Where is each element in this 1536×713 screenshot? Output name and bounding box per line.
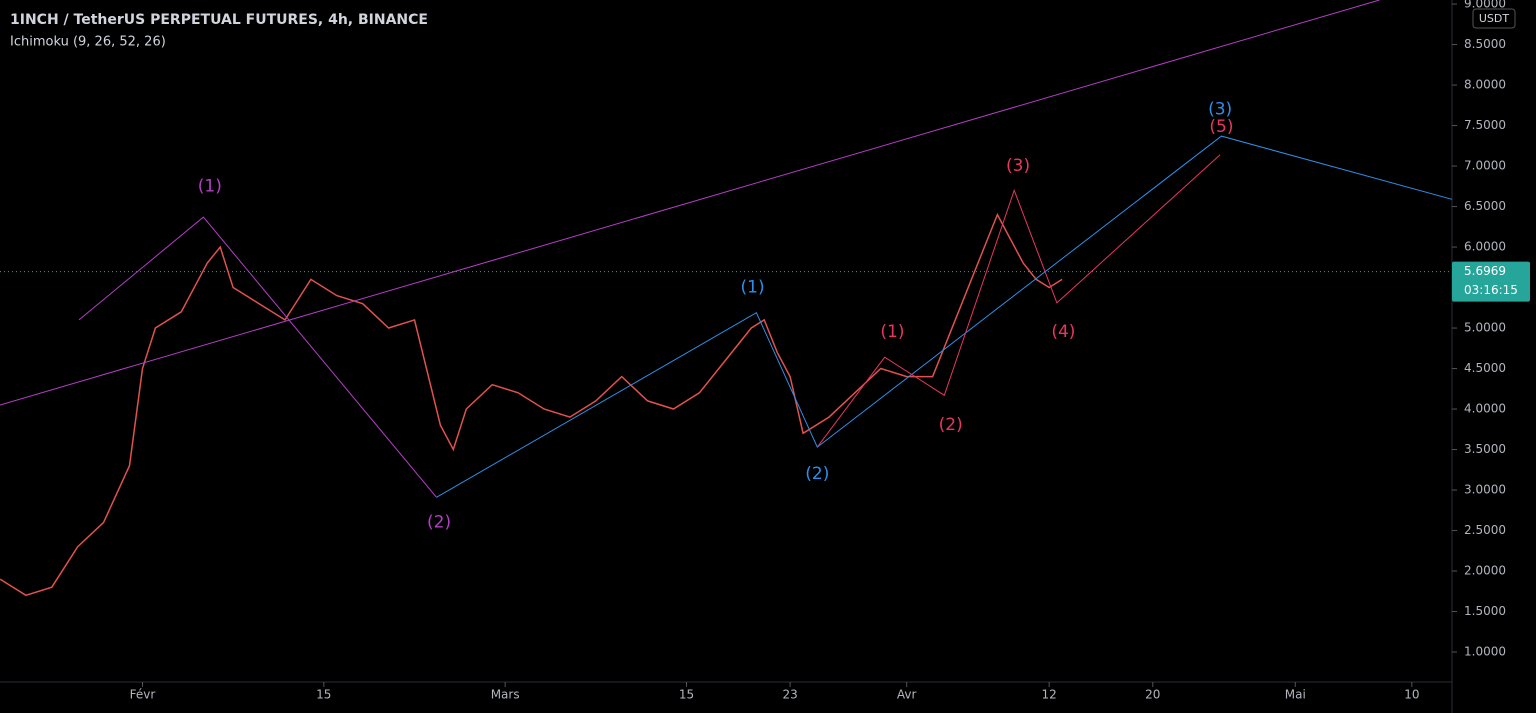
y-tick-label: 7.5000	[1464, 118, 1506, 132]
x-tick-label: 20	[1145, 688, 1160, 702]
x-tick-label: Mars	[491, 688, 520, 702]
wave-label: (1)	[198, 176, 222, 196]
x-tick-label: 23	[782, 688, 797, 702]
price-tag-value: 5.6969	[1464, 264, 1506, 278]
wave-label: (2)	[427, 512, 451, 532]
y-tick-label: 1.5000	[1464, 604, 1506, 618]
y-tick-label: 2.5000	[1464, 523, 1506, 537]
x-tick-label: 10	[1404, 688, 1419, 702]
wave-label: (5)	[1209, 117, 1233, 137]
x-tick-label: 15	[679, 688, 694, 702]
y-tick-label: 6.5000	[1464, 199, 1506, 213]
currency-badge[interactable]	[1472, 8, 1516, 29]
wave-label: (1)	[741, 278, 765, 298]
y-tick-label: 3.5000	[1464, 442, 1506, 456]
indicator-label: Ichimoku (9, 26, 52, 26)	[10, 35, 166, 50]
y-tick-label: 1.0000	[1464, 645, 1506, 659]
price-tag-countdown: 03:16:15	[1464, 283, 1518, 297]
y-tick-label: 6.0000	[1464, 240, 1506, 254]
x-tick-label: Mai	[1285, 688, 1306, 702]
wave-line	[78, 216, 437, 498]
y-tick-label: 5.0000	[1464, 321, 1506, 335]
x-tick-label: 15	[316, 688, 331, 702]
wave-label: (4)	[1051, 322, 1075, 342]
wave-line	[0, 0, 1380, 406]
y-tick-label: 7.0000	[1464, 159, 1506, 173]
y-tick-label: 4.0000	[1464, 402, 1506, 416]
x-tick-label: 12	[1042, 688, 1057, 702]
x-tick-label: Avr	[897, 688, 917, 702]
chart-title: 1INCH / TetherUS PERPETUAL FUTURES, 4h, …	[10, 12, 428, 28]
y-tick-label: 8.0000	[1464, 78, 1506, 92]
x-tick-label: Févr	[130, 688, 156, 702]
wave-line	[816, 154, 1221, 448]
wave-label: (3)	[1208, 99, 1232, 119]
y-tick-label: 9.0000	[1464, 0, 1506, 11]
wave-label: (2)	[939, 415, 963, 435]
wave-label: (1)	[880, 322, 904, 342]
y-tick-label: 8.5000	[1464, 37, 1506, 51]
y-tick-label: 4.5000	[1464, 361, 1506, 375]
wave-label: (3)	[1006, 156, 1030, 176]
y-tick-label: 3.0000	[1464, 483, 1506, 497]
currency-label: USDT	[1479, 12, 1510, 25]
price-tag	[1452, 261, 1530, 302]
y-tick-label: 2.0000	[1464, 564, 1506, 578]
price-line	[0, 212, 1063, 597]
wave-label: (2)	[805, 464, 829, 484]
